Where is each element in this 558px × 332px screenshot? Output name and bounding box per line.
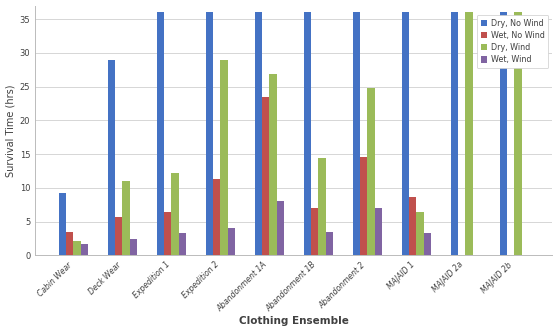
Bar <box>213 179 220 255</box>
Bar <box>157 12 164 255</box>
Bar <box>353 12 360 255</box>
Bar <box>367 88 374 255</box>
Bar <box>416 211 424 255</box>
Legend: Dry, No Wind, Wet, No Wind, Dry, Wind, Wet, Wind: Dry, No Wind, Wet, No Wind, Dry, Wind, W… <box>477 15 549 68</box>
Bar <box>499 12 507 255</box>
Bar <box>326 232 333 255</box>
Y-axis label: Survival Time (hrs): Survival Time (hrs) <box>6 84 16 177</box>
Bar <box>360 157 367 255</box>
Bar <box>374 208 382 255</box>
Bar <box>254 12 262 255</box>
Bar <box>424 233 431 255</box>
Bar <box>220 59 228 255</box>
Bar <box>514 12 522 255</box>
Bar <box>179 233 186 255</box>
Bar <box>228 228 235 255</box>
Bar <box>318 158 326 255</box>
Bar <box>270 74 277 255</box>
Bar <box>74 241 81 255</box>
Bar <box>81 244 88 255</box>
Bar <box>465 12 473 255</box>
Bar <box>115 217 122 255</box>
Bar <box>122 181 130 255</box>
Bar <box>66 232 74 255</box>
Bar <box>130 239 137 255</box>
Bar <box>450 12 458 255</box>
Bar <box>108 59 115 255</box>
Bar <box>171 173 179 255</box>
Bar <box>277 202 284 255</box>
Bar <box>402 12 409 255</box>
Bar <box>304 12 311 255</box>
Bar <box>164 211 171 255</box>
Bar <box>311 208 318 255</box>
X-axis label: Clothing Ensemble: Clothing Ensemble <box>239 316 349 326</box>
Bar <box>409 197 416 255</box>
Bar <box>262 97 270 255</box>
Bar <box>206 12 213 255</box>
Bar <box>59 193 66 255</box>
